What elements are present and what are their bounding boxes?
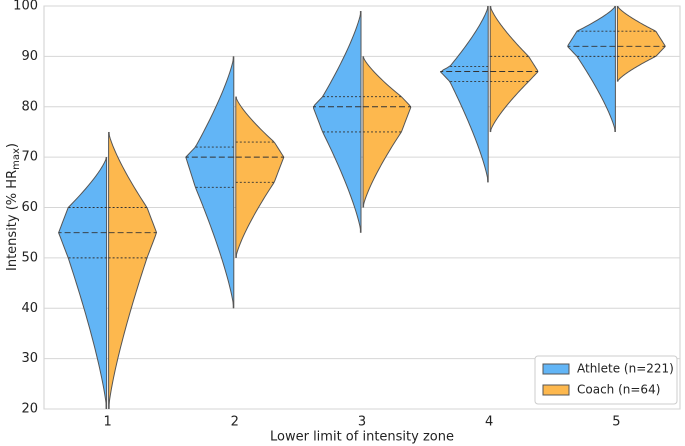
violin-half xyxy=(185,56,235,309)
legend: Athlete (n=221) Coach (n=64) xyxy=(534,355,678,405)
x-tick-label: 1 xyxy=(103,415,111,430)
violin-half xyxy=(567,6,616,133)
violin-half xyxy=(616,6,666,82)
legend-label: Athlete (n=221) xyxy=(577,362,674,376)
grid xyxy=(44,5,680,410)
x-axis-label: Lower limit of intensity zone xyxy=(270,430,454,445)
y-label-sub: max xyxy=(11,148,22,170)
legend-swatch xyxy=(542,384,570,396)
y-label-end: ) xyxy=(5,143,20,148)
y-tick-label: 80 xyxy=(21,99,38,114)
violin-half xyxy=(312,10,362,233)
y-tick-label: 20 xyxy=(21,402,38,417)
legend-box xyxy=(534,355,678,405)
legend-swatch xyxy=(542,363,570,375)
violin-half xyxy=(58,156,108,409)
y-tick-label: 30 xyxy=(21,351,38,366)
x-tick-label: 2 xyxy=(231,415,239,430)
y-tick-label: 100 xyxy=(13,0,38,14)
legend-label: Coach (n=64) xyxy=(577,383,660,397)
y-tick-label: 70 xyxy=(21,150,38,165)
x-tick-label: 3 xyxy=(358,415,366,430)
y-label-main: Intensity (% HR xyxy=(5,170,20,271)
violin-half xyxy=(108,131,158,409)
x-tick-label: 4 xyxy=(485,415,493,430)
y-tick-label: 60 xyxy=(21,200,38,215)
violin-half xyxy=(362,56,412,208)
violins xyxy=(58,6,666,409)
violin-half xyxy=(489,6,539,133)
x-tick-label: 5 xyxy=(612,415,620,430)
y-axis-label: Intensity (% HRmax) xyxy=(5,143,23,271)
violin-half xyxy=(235,96,285,258)
violin-half xyxy=(440,6,489,183)
y-tick-label: 50 xyxy=(21,250,38,265)
y-tick-label: 40 xyxy=(21,301,38,316)
y-tick-label: 90 xyxy=(21,49,38,64)
